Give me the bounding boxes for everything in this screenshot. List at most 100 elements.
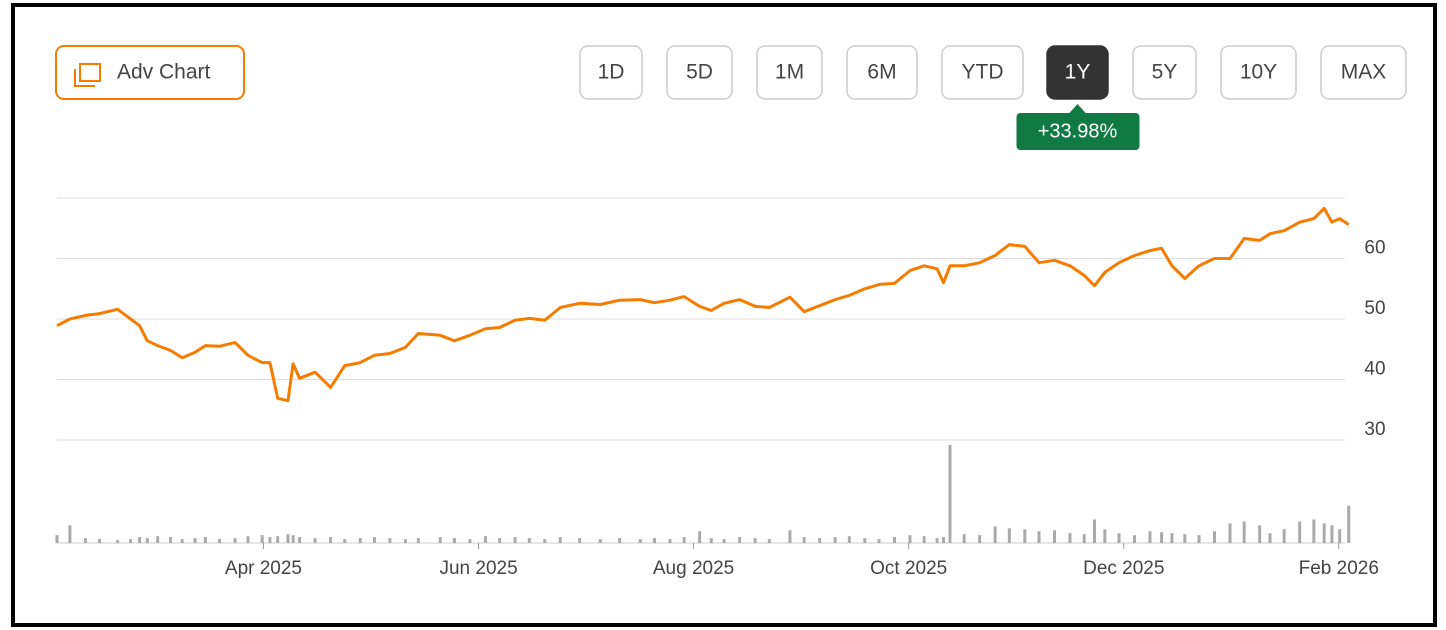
volume-bar bbox=[1258, 525, 1262, 543]
range-button[interactable]: 10Y bbox=[1220, 45, 1297, 100]
volume-bar bbox=[993, 526, 997, 543]
x-tick-label: Aug 2025 bbox=[653, 558, 734, 579]
button-border bbox=[666, 45, 733, 100]
volume-bar bbox=[169, 537, 173, 543]
range-button[interactable]: 5Y bbox=[1132, 45, 1197, 100]
volume-bar bbox=[1052, 530, 1056, 543]
volume-bar bbox=[682, 537, 686, 543]
button-label: 10Y bbox=[1240, 61, 1277, 84]
volume-bar bbox=[452, 538, 456, 543]
volume-bar bbox=[948, 445, 952, 543]
volume-bar bbox=[218, 539, 222, 543]
volume-bar bbox=[1160, 532, 1164, 543]
icon bbox=[79, 63, 101, 82]
button-label: 5Y bbox=[1152, 61, 1178, 84]
volume-bar bbox=[246, 536, 250, 543]
volume-bar bbox=[1007, 528, 1011, 543]
volume-bar bbox=[298, 537, 302, 543]
volume-bar bbox=[329, 537, 333, 543]
volume-bar bbox=[543, 539, 547, 543]
volume-bar bbox=[978, 535, 982, 543]
volume-bar bbox=[558, 537, 562, 543]
volume-bar bbox=[203, 537, 207, 543]
volume-bar bbox=[260, 535, 264, 543]
volume-bar bbox=[922, 536, 926, 543]
volume-bar bbox=[1338, 529, 1342, 543]
volume-bar bbox=[468, 539, 472, 543]
change-badge bbox=[1016, 113, 1140, 150]
button-border bbox=[55, 45, 245, 100]
volume-bar bbox=[1037, 531, 1041, 543]
volume-bar bbox=[1282, 529, 1286, 543]
volume-bar bbox=[483, 536, 487, 543]
volume-bar bbox=[68, 525, 72, 543]
volume-bar bbox=[1268, 533, 1272, 543]
volume-bar bbox=[55, 535, 59, 543]
adv-chart-button[interactable]: Adv Chart bbox=[55, 45, 245, 100]
volume-bar bbox=[313, 538, 317, 543]
volume-bar bbox=[291, 535, 295, 543]
volume-bar bbox=[1298, 521, 1302, 543]
volume-bar bbox=[1068, 533, 1072, 543]
volume-bar bbox=[1092, 519, 1096, 543]
y-tick-label: 30 bbox=[1364, 419, 1385, 440]
volume-bar bbox=[767, 539, 771, 543]
range-button[interactable]: 1D bbox=[579, 45, 643, 100]
button-border bbox=[1046, 45, 1109, 100]
volume-bar bbox=[1023, 529, 1027, 543]
volume-bar bbox=[1117, 533, 1121, 543]
volume-bar bbox=[372, 537, 376, 543]
x-tick-label: Jun 2025 bbox=[439, 558, 517, 579]
x-tick-label: Dec 2025 bbox=[1083, 558, 1164, 579]
button-label: 1M bbox=[775, 61, 804, 84]
range-button[interactable]: 5D bbox=[666, 45, 733, 100]
x-tick-label: Apr 2025 bbox=[225, 558, 302, 579]
button-border bbox=[579, 45, 643, 100]
volume-bar bbox=[802, 537, 806, 543]
volume-bar bbox=[722, 539, 726, 543]
range-button[interactable]: 1Y bbox=[1046, 45, 1109, 100]
volume-bar bbox=[98, 539, 102, 543]
volume-bar bbox=[818, 538, 822, 543]
volume-bar bbox=[738, 537, 742, 543]
volume-bar bbox=[1103, 529, 1107, 543]
badge-pointer bbox=[1068, 104, 1087, 114]
volume-bar bbox=[116, 540, 120, 543]
volume-bar bbox=[833, 537, 837, 543]
volume-bar bbox=[1347, 505, 1351, 543]
button-label: 5D bbox=[686, 61, 713, 84]
button-label: 1Y bbox=[1065, 61, 1091, 84]
range-button[interactable]: 1M bbox=[756, 45, 823, 100]
volume-bar bbox=[1330, 525, 1334, 543]
x-tick-label: Oct 2025 bbox=[870, 558, 947, 579]
y-tick-label: 50 bbox=[1364, 298, 1385, 319]
button-border bbox=[1132, 45, 1197, 100]
y-tick-label: 60 bbox=[1364, 238, 1385, 259]
volume-bar bbox=[753, 538, 757, 543]
button-border bbox=[1320, 45, 1407, 100]
button-label: YTD bbox=[962, 61, 1004, 84]
volume-bar bbox=[935, 538, 939, 543]
volume-bar bbox=[156, 536, 160, 543]
button-border bbox=[1220, 45, 1297, 100]
range-button[interactable]: 6M bbox=[846, 45, 918, 100]
volume-bar bbox=[193, 538, 197, 543]
range-button[interactable]: MAX bbox=[1320, 45, 1407, 100]
volume-bar bbox=[698, 531, 702, 543]
volume-bar bbox=[962, 534, 966, 543]
volume-bar bbox=[438, 537, 442, 543]
button-border bbox=[846, 45, 918, 100]
change-label: +33.98% bbox=[1038, 120, 1118, 142]
range-button[interactable]: YTD bbox=[941, 45, 1024, 100]
volume-bar bbox=[847, 536, 851, 543]
volume-bar bbox=[1133, 535, 1136, 543]
button-label: Adv Chart bbox=[117, 61, 211, 84]
volume-bar bbox=[513, 537, 517, 543]
volume-bar bbox=[1322, 523, 1326, 543]
volume-bar bbox=[863, 538, 867, 543]
volume-bar bbox=[286, 534, 290, 543]
volume-bar bbox=[343, 539, 347, 543]
volume-bar bbox=[129, 539, 133, 543]
volume-bar bbox=[180, 539, 184, 543]
